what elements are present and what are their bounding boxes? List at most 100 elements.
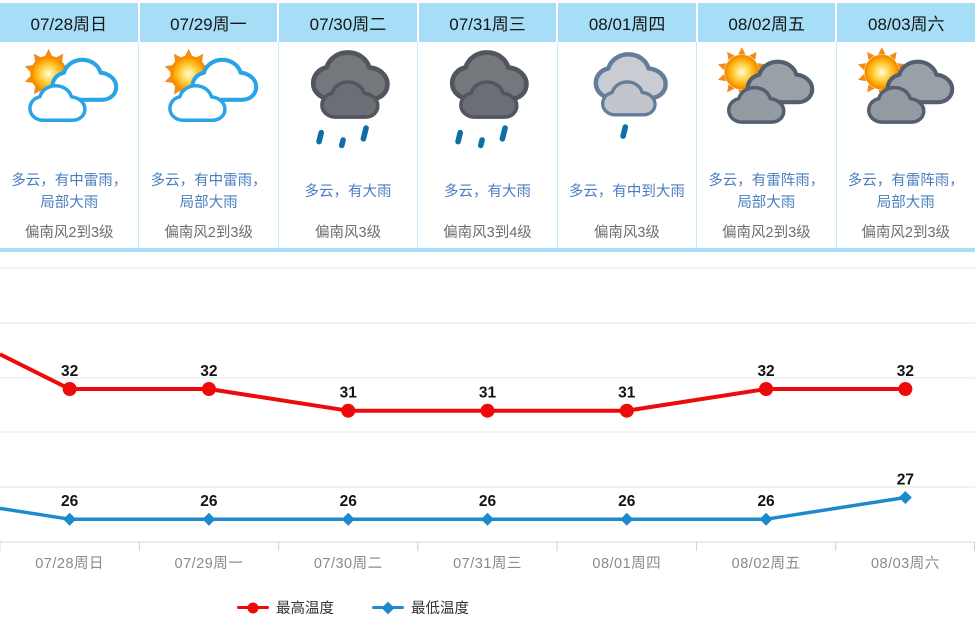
forecast-day-column: 多云，有雷阵雨， 局部大雨 偏南风2到3级	[697, 42, 837, 248]
sun-ray	[857, 63, 866, 71]
low-temp-point[interactable]	[341, 512, 355, 526]
weather-description: 多云，有大雨	[443, 183, 531, 200]
x-axis-labels: 07/28周日 07/29周一 07/30周二 07/31周三 08/01周四 08/02…	[35, 555, 940, 572]
sun-ray	[34, 53, 42, 62]
weather-description: 多云，有中雷雨， 局部大雨	[150, 172, 267, 211]
temp-value-label: 26	[340, 493, 358, 510]
temp-value-label: 26	[618, 493, 636, 510]
temp-value-label: 26	[200, 493, 218, 510]
temp-value-label: 27	[897, 472, 914, 489]
temp-value-label: 31	[479, 385, 497, 402]
high-temp-line	[0, 352, 906, 413]
high-temp-point[interactable]	[759, 382, 774, 396]
weather-description: 多云，有中雷雨， 局部大雨	[11, 172, 128, 211]
high-temp-circle-marker-icon	[247, 602, 259, 613]
weather-description: 多云，有大雨	[304, 183, 392, 200]
sun-ray	[866, 84, 875, 93]
wind-description: 偏南风2到3级	[861, 225, 951, 241]
low-temp-point[interactable]	[63, 512, 77, 526]
forecast-day-column: 多云，有雷阵雨， 局部大雨 偏南风2到3级	[836, 42, 975, 248]
rain-drop	[478, 137, 486, 149]
high-temp-point[interactable]	[62, 382, 77, 396]
temperature-chart: 32 32 31 31 31 32 32 26 26 26 26 26 26 27 07/28周日 07/29…	[0, 267, 975, 572]
sun-ray	[866, 51, 875, 61]
weather-description: 多云，有雷阵雨， 局部大雨	[708, 172, 825, 211]
date-header-row: 07/28周日 07/29周一 07/30周二 07/31周三 08/01周四 08/02…	[0, 3, 975, 42]
dark-clouds-heavy-rain-icon	[431, 48, 543, 168]
wind-description: 偏南风3级	[315, 225, 382, 241]
temp-value-label: 32	[200, 363, 217, 380]
rain-drop	[455, 129, 464, 145]
sun-gray-clouds-icon	[850, 48, 962, 168]
forecast-day-column: 多云，有大雨 偏南风3到4级	[418, 42, 558, 248]
gridlines	[0, 267, 975, 543]
wind-description: 偏南风2到3级	[24, 225, 114, 241]
date-header-cell: 07/29周一	[139, 3, 280, 42]
low-temp-point[interactable]	[759, 512, 773, 526]
low-temp-legend-line-icon	[372, 601, 404, 614]
x-axis-label: 08/02周五	[732, 556, 801, 572]
temp-value-label: 26	[61, 493, 79, 510]
forecast-day-column: 多云，有大雨 偏南风3级	[278, 42, 419, 248]
temp-value-label: 31	[618, 385, 636, 402]
legend-label-low-temp: 最低温度	[411, 601, 469, 617]
x-axis-ticks	[0, 542, 975, 551]
high-temp-point[interactable]	[341, 403, 356, 418]
sun-ray	[173, 53, 181, 62]
cloud-shape	[28, 83, 87, 122]
wind-description: 偏南风3到4级	[443, 225, 532, 241]
weather-description: 多云，有中到大雨	[568, 183, 685, 200]
cloud-shape	[320, 80, 380, 119]
forecast-days-row: 多云，有中雷雨， 局部大雨 偏南风2到3级 多云，有中雷雨， 局部大雨 偏南风2…	[0, 42, 975, 248]
temp-value-label: 32	[897, 363, 914, 380]
legend-label-high-temp: 最高温度	[276, 601, 334, 617]
low-temp-point[interactable]	[202, 512, 216, 526]
sun-ray	[888, 51, 897, 61]
sun-ray	[195, 53, 203, 62]
date-header-cell: 07/31周三	[418, 3, 559, 42]
low-temp-point[interactable]	[481, 512, 494, 526]
sun-ray	[727, 51, 735, 61]
temp-value-label: 26	[479, 493, 497, 510]
sun-white-clouds-icon	[153, 48, 265, 168]
high-temp-point[interactable]	[201, 382, 216, 396]
sun-ray	[173, 86, 181, 95]
sun-ray	[738, 48, 746, 55]
sun-ray	[727, 84, 735, 93]
high-temp-point[interactable]	[898, 382, 913, 396]
date-header-cell: 08/02周五	[697, 3, 838, 42]
sun-ray	[56, 53, 64, 62]
sun-ray	[184, 48, 192, 57]
cloud-shape	[600, 80, 657, 117]
low-temp-point[interactable]	[898, 491, 912, 504]
date-header-cell: 07/28周日	[0, 3, 140, 42]
x-axis-label: 07/29周一	[175, 556, 244, 572]
temp-value-label: 31	[340, 385, 358, 402]
cloud-shape	[727, 85, 786, 124]
sun-gray-clouds-icon	[710, 48, 822, 168]
weather-description: 多云，有雷阵雨， 局部大雨	[847, 172, 964, 211]
forecast-day-column: 多云，有中雷雨， 局部大雨 偏南风2到3级	[139, 42, 279, 248]
low-temp-line	[0, 495, 906, 521]
sun-ray	[749, 51, 757, 61]
silver-cloud-rain-icon	[571, 48, 683, 168]
legend-item-low-temp[interactable]: 最低温度	[372, 597, 469, 618]
high-temp-point[interactable]	[480, 403, 495, 418]
x-axis-label: 07/31周三	[453, 556, 522, 572]
legend-item-high-temp[interactable]: 最高温度	[237, 597, 334, 618]
x-axis-label: 08/03周六	[871, 555, 940, 572]
temp-value-label: 26	[757, 493, 775, 510]
sun-ray	[34, 86, 42, 95]
high-temp-point[interactable]	[619, 403, 634, 418]
date-header-cell: 07/30周二	[279, 3, 419, 42]
temp-value-label: 32	[757, 363, 774, 380]
wind-description: 偏南风3级	[593, 225, 660, 241]
low-temp-point[interactable]	[620, 512, 634, 526]
x-axis-label: 08/01周四	[592, 556, 661, 572]
high-temp-series: 32 32 31 31 31 32 32	[0, 352, 914, 418]
rain-drop	[339, 137, 346, 149]
cloud-shape	[167, 83, 227, 122]
wind-description: 偏南风2到3级	[164, 225, 253, 241]
rain-drop	[500, 125, 509, 142]
sun-white-clouds-icon	[13, 48, 125, 168]
